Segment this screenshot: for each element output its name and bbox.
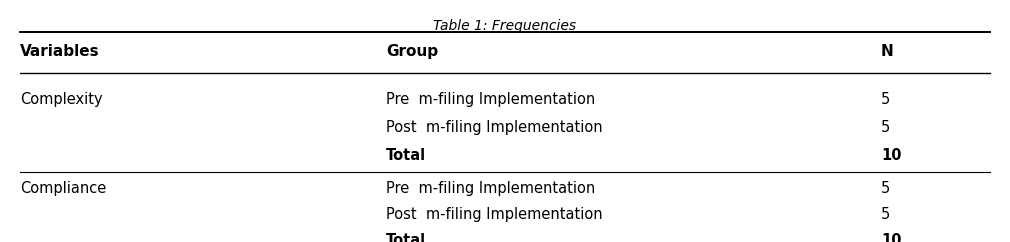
- Text: Table 1: Frequencies: Table 1: Frequencies: [433, 19, 577, 33]
- Text: 5: 5: [881, 207, 891, 222]
- Text: 5: 5: [881, 92, 891, 107]
- Text: Variables: Variables: [20, 44, 100, 59]
- Text: 5: 5: [881, 181, 891, 196]
- Text: 10: 10: [881, 233, 902, 242]
- Text: 10: 10: [881, 148, 902, 163]
- Text: Total: Total: [386, 148, 426, 163]
- Text: N: N: [881, 44, 894, 59]
- Text: Post  m-filing Implementation: Post m-filing Implementation: [386, 207, 603, 222]
- Text: Pre  m-filing Implementation: Pre m-filing Implementation: [386, 181, 596, 196]
- Text: Total: Total: [386, 233, 426, 242]
- Text: Complexity: Complexity: [20, 92, 103, 107]
- Text: Compliance: Compliance: [20, 181, 106, 196]
- Text: Group: Group: [386, 44, 438, 59]
- Text: Pre  m-filing Implementation: Pre m-filing Implementation: [386, 92, 596, 107]
- Text: Post  m-filing Implementation: Post m-filing Implementation: [386, 120, 603, 135]
- Text: 5: 5: [881, 120, 891, 135]
